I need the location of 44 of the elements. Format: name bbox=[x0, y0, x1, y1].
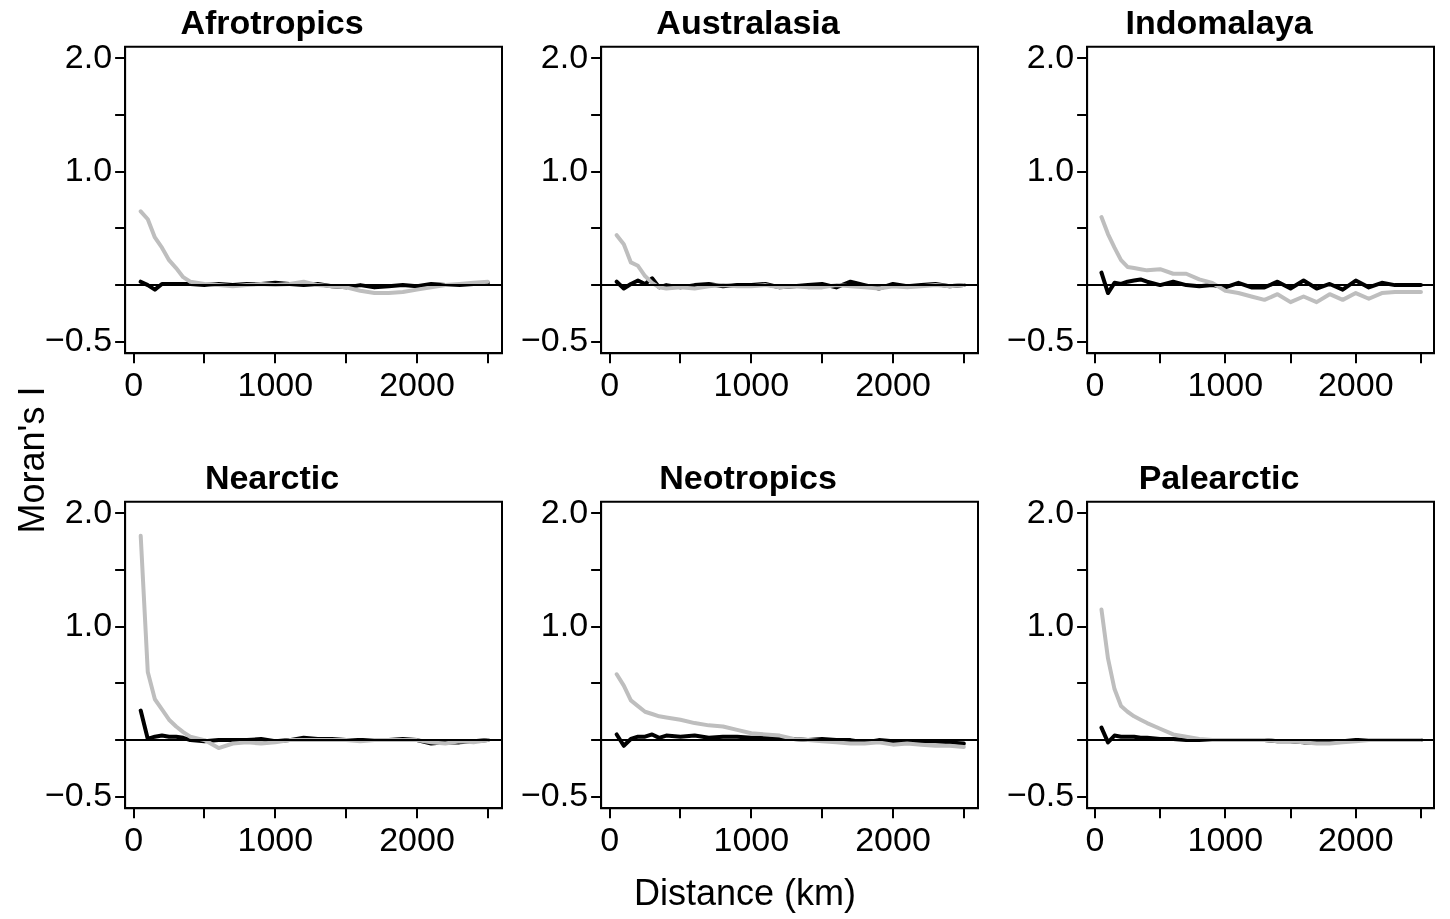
x-tick-label: 2000 bbox=[855, 819, 931, 858]
y-tick-label: −0.5 bbox=[1007, 775, 1075, 814]
x-tick-label: 1000 bbox=[237, 819, 314, 858]
x-tick-label: 1000 bbox=[237, 364, 314, 403]
y-tick-label: 1.0 bbox=[64, 150, 113, 188]
chart-title: Afrotropics bbox=[180, 2, 364, 41]
y-tick-label: 2.0 bbox=[1026, 491, 1075, 530]
x-tick-label: 2000 bbox=[855, 364, 931, 403]
y-tick-label: 1.0 bbox=[540, 605, 589, 643]
x-tick-label: 2000 bbox=[1317, 819, 1394, 858]
x-tick-label: 2000 bbox=[379, 819, 455, 858]
x-tick-label: 0 bbox=[600, 819, 620, 858]
y-tick-label: 2.0 bbox=[64, 36, 113, 75]
x-tick-label: 0 bbox=[1085, 819, 1105, 858]
y-tick-label: 2.0 bbox=[1026, 36, 1075, 75]
y-tick-label: 2.0 bbox=[64, 491, 113, 530]
chart-title: Australasia bbox=[656, 2, 841, 41]
chart-title: Neotropics bbox=[659, 457, 837, 496]
x-tick-label: 1000 bbox=[713, 364, 790, 403]
y-tick-label: 2.0 bbox=[540, 491, 589, 530]
y-tick-label: 2.0 bbox=[540, 36, 589, 75]
x-tick-label: 1000 bbox=[1187, 364, 1264, 403]
y-tick-label: 1.0 bbox=[64, 605, 113, 643]
y-tick-label: 1.0 bbox=[1026, 150, 1075, 188]
x-tick-label: 2000 bbox=[379, 364, 455, 403]
x-axis-title: Distance (km) bbox=[633, 872, 857, 914]
x-tick-label: 0 bbox=[1085, 364, 1105, 403]
chart-title: Palearctic bbox=[1138, 457, 1300, 496]
x-tick-label: 0 bbox=[600, 364, 620, 403]
chart-title: Nearctic bbox=[204, 457, 340, 496]
y-tick-label: −0.5 bbox=[1007, 320, 1075, 359]
y-tick-label: −0.5 bbox=[45, 775, 113, 814]
x-tick-label: 0 bbox=[124, 364, 144, 403]
y-tick-label: −0.5 bbox=[521, 775, 589, 814]
x-tick-label: 1000 bbox=[713, 819, 790, 858]
x-tick-label: 1000 bbox=[1187, 819, 1264, 858]
x-tick-label: 2000 bbox=[1317, 364, 1394, 403]
chart-title: Indomalaya bbox=[1125, 2, 1314, 41]
y-axis-title: Moran's I bbox=[11, 386, 53, 534]
y-tick-label: 1.0 bbox=[540, 150, 589, 188]
y-tick-label: −0.5 bbox=[45, 320, 113, 359]
x-tick-label: 0 bbox=[124, 819, 144, 858]
y-tick-label: −0.5 bbox=[521, 320, 589, 359]
y-tick-label: 1.0 bbox=[1026, 605, 1075, 643]
